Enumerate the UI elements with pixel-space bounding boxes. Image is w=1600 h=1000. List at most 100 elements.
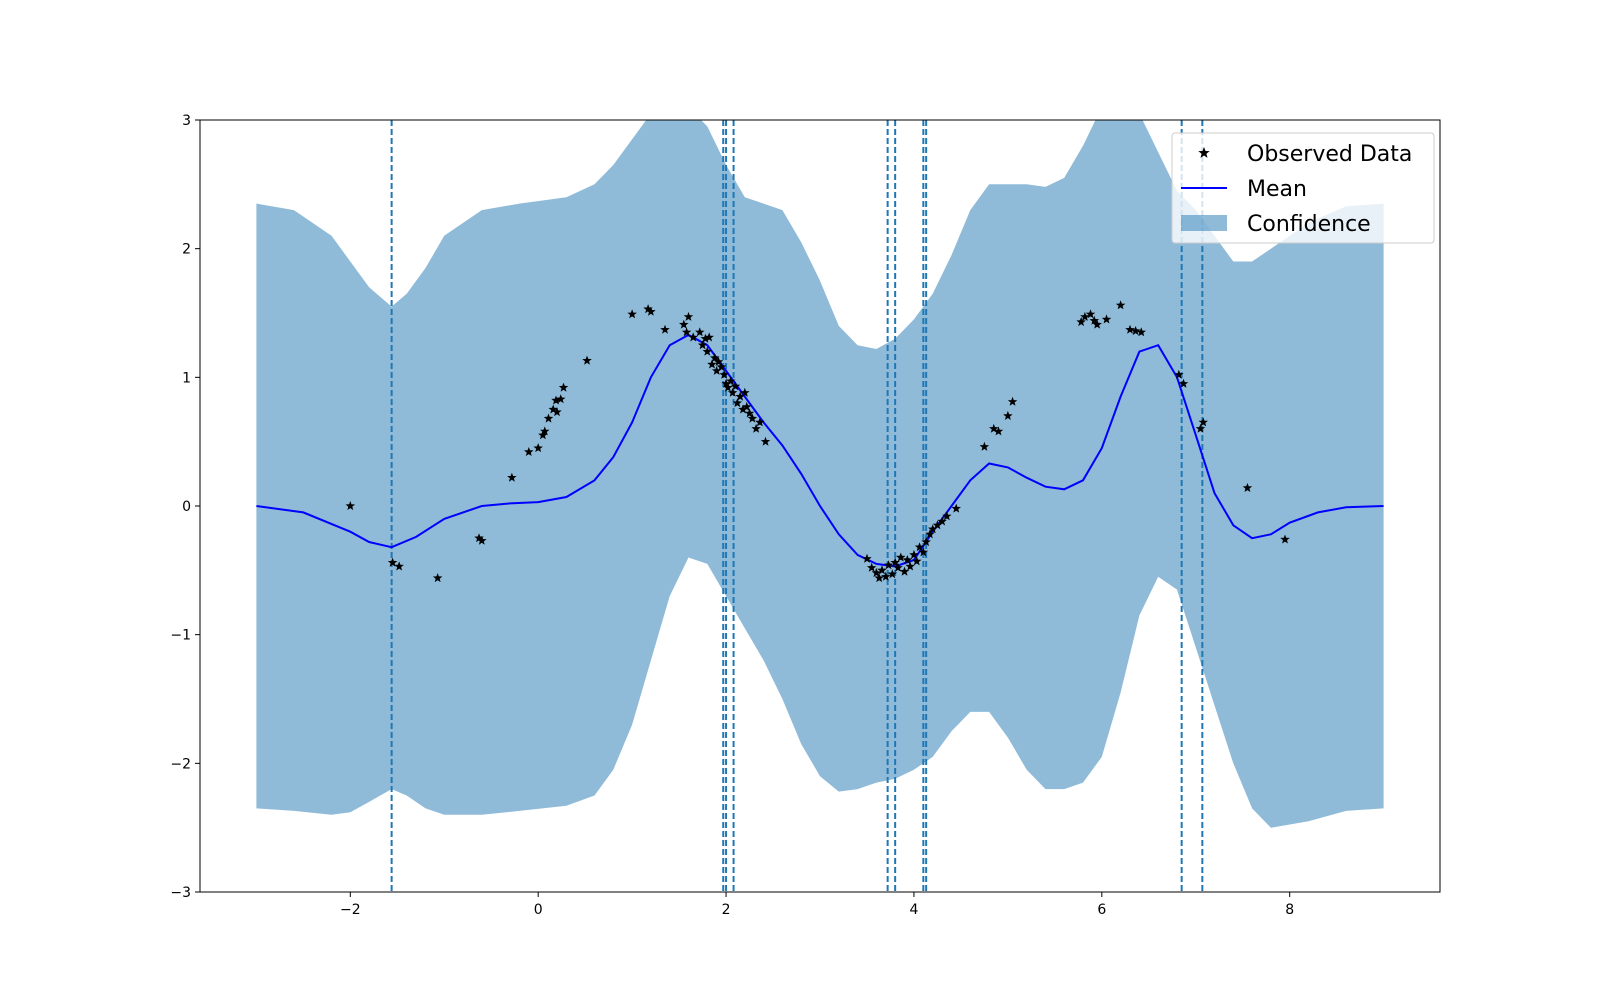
observed-point xyxy=(1003,410,1013,420)
observed-point xyxy=(716,362,727,372)
observed-point xyxy=(887,569,898,579)
observed-point xyxy=(551,395,561,405)
observed-points-layer xyxy=(345,300,1290,583)
observed-point xyxy=(679,319,689,329)
x-tick-label: 2 xyxy=(722,902,731,918)
observed-point xyxy=(683,311,694,321)
observed-point xyxy=(643,304,653,314)
observed-point xyxy=(1080,311,1090,321)
observed-point xyxy=(862,553,872,563)
observed-point xyxy=(1092,319,1102,329)
observed-point xyxy=(1242,483,1253,492)
observed-point xyxy=(702,346,712,356)
observed-point xyxy=(1085,309,1096,319)
observed-point xyxy=(552,407,562,417)
observed-point xyxy=(921,537,931,547)
y-tick-label: −2 xyxy=(170,756,191,772)
y-tick-label: −3 xyxy=(170,885,191,901)
observed-point xyxy=(582,355,592,365)
observed-point xyxy=(524,447,534,456)
observed-point xyxy=(697,340,708,350)
observed-point xyxy=(893,562,903,572)
confidence-band-layer xyxy=(256,120,1384,828)
y-tick-label: 3 xyxy=(182,113,191,129)
observed-point xyxy=(760,436,771,446)
observed-point xyxy=(1195,423,1206,433)
observed-point xyxy=(883,560,894,570)
observed-point xyxy=(1130,326,1141,336)
observed-point xyxy=(742,401,752,411)
y-tick-label: 0 xyxy=(182,499,191,515)
observed-point xyxy=(1198,417,1208,427)
observed-point xyxy=(993,426,1004,436)
observed-point xyxy=(918,547,929,557)
legend-label: Observed Data xyxy=(1247,142,1412,167)
observed-point xyxy=(700,333,711,343)
observed-point xyxy=(942,511,952,521)
x-tick-label: 0 xyxy=(534,902,543,918)
x-tick-label: 6 xyxy=(1097,902,1106,918)
observed-point xyxy=(432,573,443,583)
observed-point xyxy=(646,306,656,316)
legend-label: Confidence xyxy=(1247,212,1371,237)
observed-point xyxy=(730,381,741,391)
observed-point xyxy=(932,520,943,530)
observed-point xyxy=(896,552,906,562)
y-tick-label: 2 xyxy=(182,242,191,258)
observed-point xyxy=(704,332,714,342)
observed-point xyxy=(902,555,913,565)
observed-point xyxy=(1174,369,1184,379)
observed-point xyxy=(627,309,637,319)
observed-point xyxy=(548,404,558,414)
legend-marker-observed xyxy=(1198,147,1210,158)
observed-point xyxy=(719,369,729,379)
observed-point xyxy=(394,561,404,571)
x-tick-label: −2 xyxy=(340,902,361,918)
observed-point xyxy=(914,542,925,552)
observed-point xyxy=(747,413,758,423)
observed-point xyxy=(558,382,569,392)
observed-point xyxy=(1280,534,1290,544)
observed-point xyxy=(740,387,750,397)
observed-point xyxy=(345,501,356,510)
x-tick-label: 8 xyxy=(1285,902,1294,918)
observed-point xyxy=(727,387,738,397)
observed-point xyxy=(871,567,882,577)
observed-point xyxy=(866,562,877,572)
observed-point xyxy=(905,561,915,571)
observed-point xyxy=(989,423,999,433)
observed-point xyxy=(881,571,891,581)
y-tick-label: 1 xyxy=(182,370,191,386)
observed-point xyxy=(1136,327,1146,337)
observed-point xyxy=(543,413,554,423)
observed-point xyxy=(533,443,543,453)
observed-point xyxy=(681,327,692,337)
observed-point xyxy=(556,394,566,404)
x-tick-label: 4 xyxy=(909,902,918,918)
vertical-lines-layer xyxy=(390,120,1204,892)
observed-point xyxy=(1076,317,1086,327)
observed-point xyxy=(1125,324,1135,334)
observed-point xyxy=(660,324,670,334)
observed-point xyxy=(477,535,487,545)
observed-point xyxy=(925,529,935,539)
observed-point xyxy=(874,573,884,583)
observed-point xyxy=(735,391,745,401)
observed-point xyxy=(909,549,919,559)
observed-point xyxy=(738,404,748,414)
observed-point xyxy=(1115,300,1126,310)
observed-point xyxy=(890,557,900,567)
observed-point xyxy=(721,378,731,388)
observed-point xyxy=(726,376,736,386)
observed-point xyxy=(474,533,484,543)
y-tick-label: −1 xyxy=(170,628,191,644)
observed-point xyxy=(912,556,922,566)
observed-point xyxy=(387,557,398,567)
observed-point xyxy=(1007,396,1018,406)
observed-point xyxy=(744,408,755,418)
observed-point xyxy=(710,353,720,363)
observed-point xyxy=(1089,315,1100,325)
observed-point xyxy=(951,503,961,513)
observed-point xyxy=(711,365,722,375)
observed-point xyxy=(732,398,743,408)
